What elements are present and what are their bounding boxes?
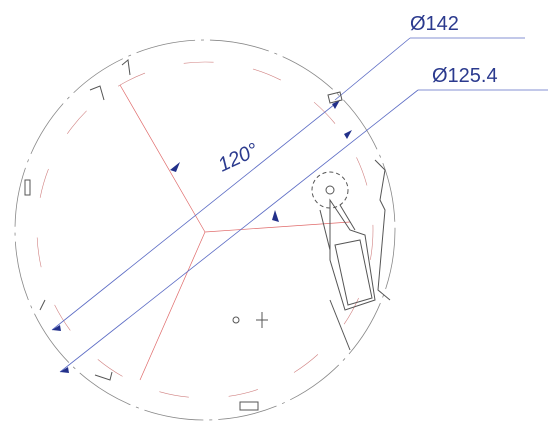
center-lines [52,38,548,380]
drawing: Ø142 Ø125.4 120° [0,0,548,424]
diameter-label: Ø125.4 [432,65,498,87]
inner-circle [37,62,373,398]
diameter-label: Ø142 [410,13,459,35]
angle-label: 120° [215,139,262,176]
part-outline [25,60,390,410]
arrows [52,100,352,373]
